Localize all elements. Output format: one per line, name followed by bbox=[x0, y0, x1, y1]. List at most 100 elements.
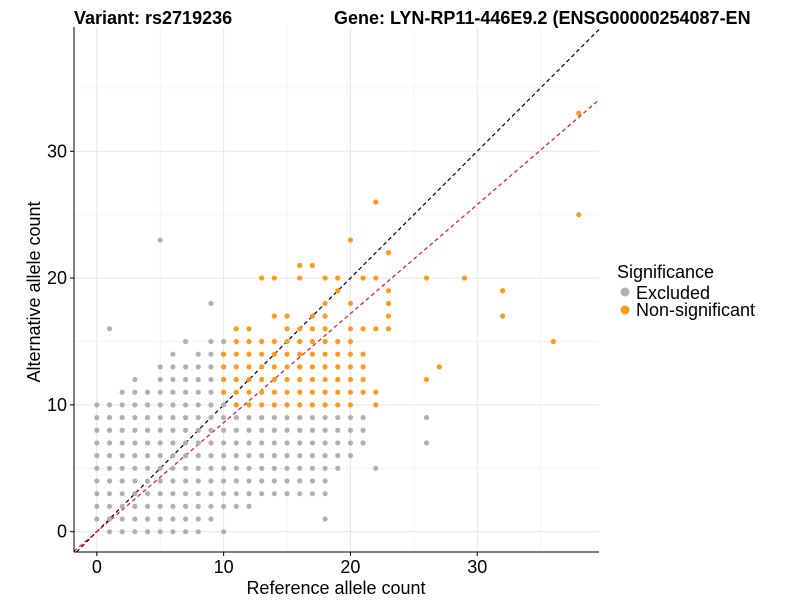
point-excluded bbox=[284, 478, 290, 484]
x-tick-label: 30 bbox=[467, 557, 487, 577]
point-excluded bbox=[284, 427, 290, 433]
chart-title-variant: Variant: rs2719236 bbox=[74, 8, 232, 28]
point-non-significant bbox=[309, 389, 316, 395]
point-excluded bbox=[347, 414, 354, 421]
x-axis-title: Reference allele count bbox=[246, 578, 425, 598]
point-non-significant bbox=[373, 326, 379, 332]
point-non-significant bbox=[576, 212, 582, 218]
point-excluded bbox=[246, 503, 252, 509]
point-non-significant bbox=[335, 364, 341, 370]
point-excluded bbox=[246, 478, 252, 484]
point-excluded bbox=[170, 478, 176, 484]
point-non-significant bbox=[259, 351, 265, 357]
point-non-significant bbox=[347, 364, 354, 370]
legend-label-non-significant: Non-significant bbox=[636, 300, 755, 320]
point-non-significant bbox=[309, 326, 316, 332]
point-excluded bbox=[259, 414, 265, 421]
point-excluded bbox=[208, 465, 214, 471]
point-non-significant bbox=[259, 402, 265, 408]
point-excluded bbox=[170, 516, 176, 522]
point-excluded bbox=[246, 465, 252, 471]
point-excluded bbox=[423, 440, 430, 446]
point-excluded bbox=[132, 529, 138, 535]
point-excluded bbox=[144, 478, 151, 484]
point-non-significant bbox=[271, 338, 277, 345]
point-non-significant bbox=[335, 338, 341, 345]
point-non-significant bbox=[309, 313, 316, 319]
point-excluded bbox=[106, 326, 113, 332]
chart-title-gene: Gene: LYN-RP11-446E9.2 (ENSG00000254087-… bbox=[334, 8, 751, 28]
point-non-significant bbox=[385, 313, 392, 319]
point-non-significant bbox=[297, 338, 303, 345]
point-non-significant bbox=[271, 275, 277, 281]
point-excluded bbox=[182, 389, 189, 395]
point-excluded bbox=[322, 465, 328, 471]
point-excluded bbox=[221, 414, 227, 421]
point-excluded bbox=[106, 529, 113, 535]
point-excluded bbox=[309, 478, 316, 484]
point-non-significant bbox=[233, 364, 239, 370]
point-excluded bbox=[144, 389, 151, 395]
point-excluded bbox=[119, 491, 125, 497]
point-non-significant bbox=[284, 338, 290, 345]
point-non-significant bbox=[309, 351, 316, 357]
point-excluded bbox=[119, 389, 125, 395]
point-excluded bbox=[208, 300, 214, 307]
point-excluded bbox=[233, 414, 239, 421]
point-excluded bbox=[157, 376, 163, 383]
point-excluded bbox=[144, 516, 151, 522]
point-non-significant bbox=[550, 338, 556, 345]
point-excluded bbox=[271, 478, 277, 484]
point-excluded bbox=[182, 440, 189, 446]
point-excluded bbox=[106, 503, 113, 509]
point-excluded bbox=[284, 453, 290, 459]
point-excluded bbox=[157, 440, 163, 446]
point-non-significant bbox=[335, 288, 341, 294]
point-excluded bbox=[284, 414, 290, 421]
point-excluded bbox=[221, 503, 227, 509]
point-excluded bbox=[221, 465, 227, 471]
point-non-significant bbox=[284, 326, 290, 332]
point-non-significant bbox=[233, 389, 239, 395]
point-excluded bbox=[233, 478, 239, 484]
point-excluded bbox=[271, 453, 277, 459]
point-excluded bbox=[221, 427, 227, 433]
point-excluded bbox=[170, 529, 176, 535]
point-excluded bbox=[157, 478, 163, 484]
point-excluded bbox=[157, 389, 163, 395]
legend-title: Significance bbox=[617, 262, 714, 282]
point-non-significant bbox=[233, 376, 239, 383]
point-excluded bbox=[195, 364, 201, 370]
point-excluded bbox=[284, 465, 290, 471]
point-excluded bbox=[132, 453, 138, 459]
point-excluded bbox=[132, 491, 138, 497]
point-excluded bbox=[347, 453, 354, 459]
point-excluded bbox=[132, 478, 138, 484]
point-non-significant bbox=[246, 376, 252, 383]
point-excluded bbox=[170, 453, 176, 459]
point-non-significant bbox=[246, 326, 252, 332]
point-excluded bbox=[360, 427, 366, 433]
point-non-significant bbox=[347, 326, 354, 332]
point-non-significant bbox=[360, 351, 366, 357]
y-tick-label: 20 bbox=[47, 268, 67, 288]
point-excluded bbox=[106, 414, 113, 421]
point-non-significant bbox=[271, 376, 277, 383]
point-excluded bbox=[144, 529, 151, 535]
point-non-significant bbox=[347, 389, 354, 395]
point-excluded bbox=[208, 478, 214, 484]
point-non-significant bbox=[322, 351, 328, 357]
point-excluded bbox=[195, 453, 201, 459]
point-excluded bbox=[335, 427, 341, 433]
point-excluded bbox=[271, 491, 277, 497]
point-excluded bbox=[195, 529, 201, 535]
point-excluded bbox=[132, 465, 138, 471]
point-non-significant bbox=[284, 376, 290, 383]
point-excluded bbox=[233, 453, 239, 459]
point-non-significant bbox=[271, 389, 277, 395]
point-excluded bbox=[144, 491, 151, 497]
point-excluded bbox=[182, 453, 189, 459]
legend-swatch-non-significant bbox=[620, 305, 630, 315]
point-non-significant bbox=[500, 313, 506, 319]
point-excluded bbox=[221, 529, 227, 535]
